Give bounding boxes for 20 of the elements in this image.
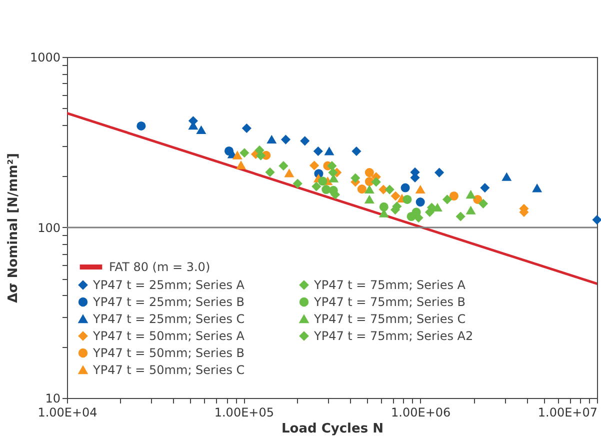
- legend-label: YP47 t = 75mm; Series B: [313, 295, 466, 309]
- legend-label: YP47 t = 50mm; Series B: [92, 346, 244, 360]
- legend-label: YP47 t = 25mm; Series A: [92, 278, 246, 292]
- legend-label: YP47 t = 75mm; Series C: [313, 312, 466, 326]
- x-tick-label: 1.00E+06: [391, 406, 451, 420]
- x-tick-label: 1.00E+07: [538, 406, 598, 420]
- legend-label: YP47 t = 50mm; Series A: [92, 329, 246, 343]
- legend-label: YP47 t = 25mm; Series B: [92, 295, 244, 309]
- legend-label: YP47 t = 75mm; Series A: [313, 278, 466, 292]
- legend-label: YP47 t = 25mm; Series C: [92, 312, 245, 326]
- x-axis-title: Load Cycles N: [282, 422, 384, 436]
- legend-label: YP47 t = 50mm; Series C: [92, 363, 245, 377]
- x-tick-label: 1.00E+05: [214, 406, 274, 420]
- legend-label: YP47 t = 75mm; Series A2: [313, 329, 474, 343]
- y-tick-label: 1000: [30, 50, 60, 64]
- y-axis-title: Δσ Nominal [N/mm²]: [6, 153, 21, 303]
- legend-label: FAT 80 (m = 3.0): [109, 260, 210, 274]
- y-tick-label: 10: [45, 392, 60, 406]
- x-tick-label: 1.00E+04: [38, 406, 98, 420]
- y-tick-label: 100: [38, 221, 60, 235]
